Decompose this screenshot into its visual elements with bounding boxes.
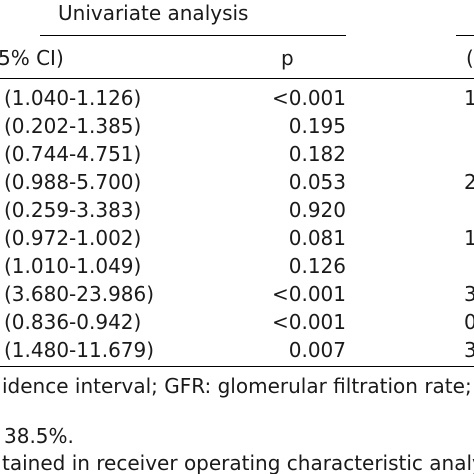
p-cell: <0.001 (271, 282, 346, 306)
p-cell: 0.126 (288, 254, 346, 278)
table-row: (0.259-3.383) 0.920 (0, 198, 474, 224)
table-row: (1.480-11.679) 0.007 3 (0, 338, 474, 364)
ci-cell: (0.836-0.942) (4, 310, 142, 334)
ci-cell: (3.680-23.986) (4, 282, 155, 306)
table-row: (1.010-1.049) 0.126 (0, 254, 474, 280)
univariate-underline (40, 35, 346, 36)
next-cell: 1 (464, 86, 474, 110)
table-row: (0.988-5.700) 0.053 2 (0, 170, 474, 196)
ci-cell: (0.259-3.383) (4, 198, 142, 222)
p-cell: <0.001 (271, 310, 346, 334)
header-p: p (281, 46, 294, 70)
table-row: (0.202-1.385) 0.195 (0, 114, 474, 140)
header-rule (0, 78, 474, 79)
footnote-threshold: 38.5%. (4, 424, 74, 448)
p-cell: <0.001 (271, 86, 346, 110)
next-cell: 3 (464, 338, 474, 362)
header-ci: 5% CI) (0, 46, 64, 70)
p-cell: 0.920 (288, 198, 346, 222)
p-cell: 0.053 (288, 170, 346, 194)
table-row: (1.040-1.126) <0.001 1 (0, 86, 474, 112)
ci-cell: (0.744-4.751) (4, 142, 142, 166)
table-row: (0.836-0.942) <0.001 0 (0, 310, 474, 336)
p-cell: 0.195 (288, 114, 346, 138)
next-cell: 2 (464, 170, 474, 194)
table-bottom-rule (0, 366, 474, 367)
table-row: (0.744-4.751) 0.182 (0, 142, 474, 168)
ci-cell: (1.480-11.679) (4, 338, 155, 362)
p-cell: 0.081 (288, 226, 346, 250)
next-group-underline (456, 35, 474, 36)
section-title: Univariate analysis (58, 1, 249, 25)
header-next: ( (466, 46, 474, 70)
ci-cell: (1.010-1.049) (4, 254, 142, 278)
ci-cell: (0.988-5.700) (4, 170, 142, 194)
ci-cell: (0.972-1.002) (4, 226, 142, 250)
table-row: (3.680-23.986) <0.001 3 (0, 282, 474, 308)
table-row: (0.972-1.002) 0.081 1 (0, 226, 474, 252)
ci-cell: (1.040-1.126) (4, 86, 142, 110)
p-cell: 0.182 (288, 142, 346, 166)
p-cell: 0.007 (288, 338, 346, 362)
next-cell: 0 (464, 310, 474, 334)
next-cell: 1 (464, 226, 474, 250)
footnote-roc: tained in receiver operating characteris… (2, 451, 474, 474)
ci-cell: (0.202-1.385) (4, 114, 142, 138)
next-cell: 3 (464, 282, 474, 306)
footnote-abbreviations: idence interval; GFR: glomerular filtrat… (2, 374, 474, 398)
